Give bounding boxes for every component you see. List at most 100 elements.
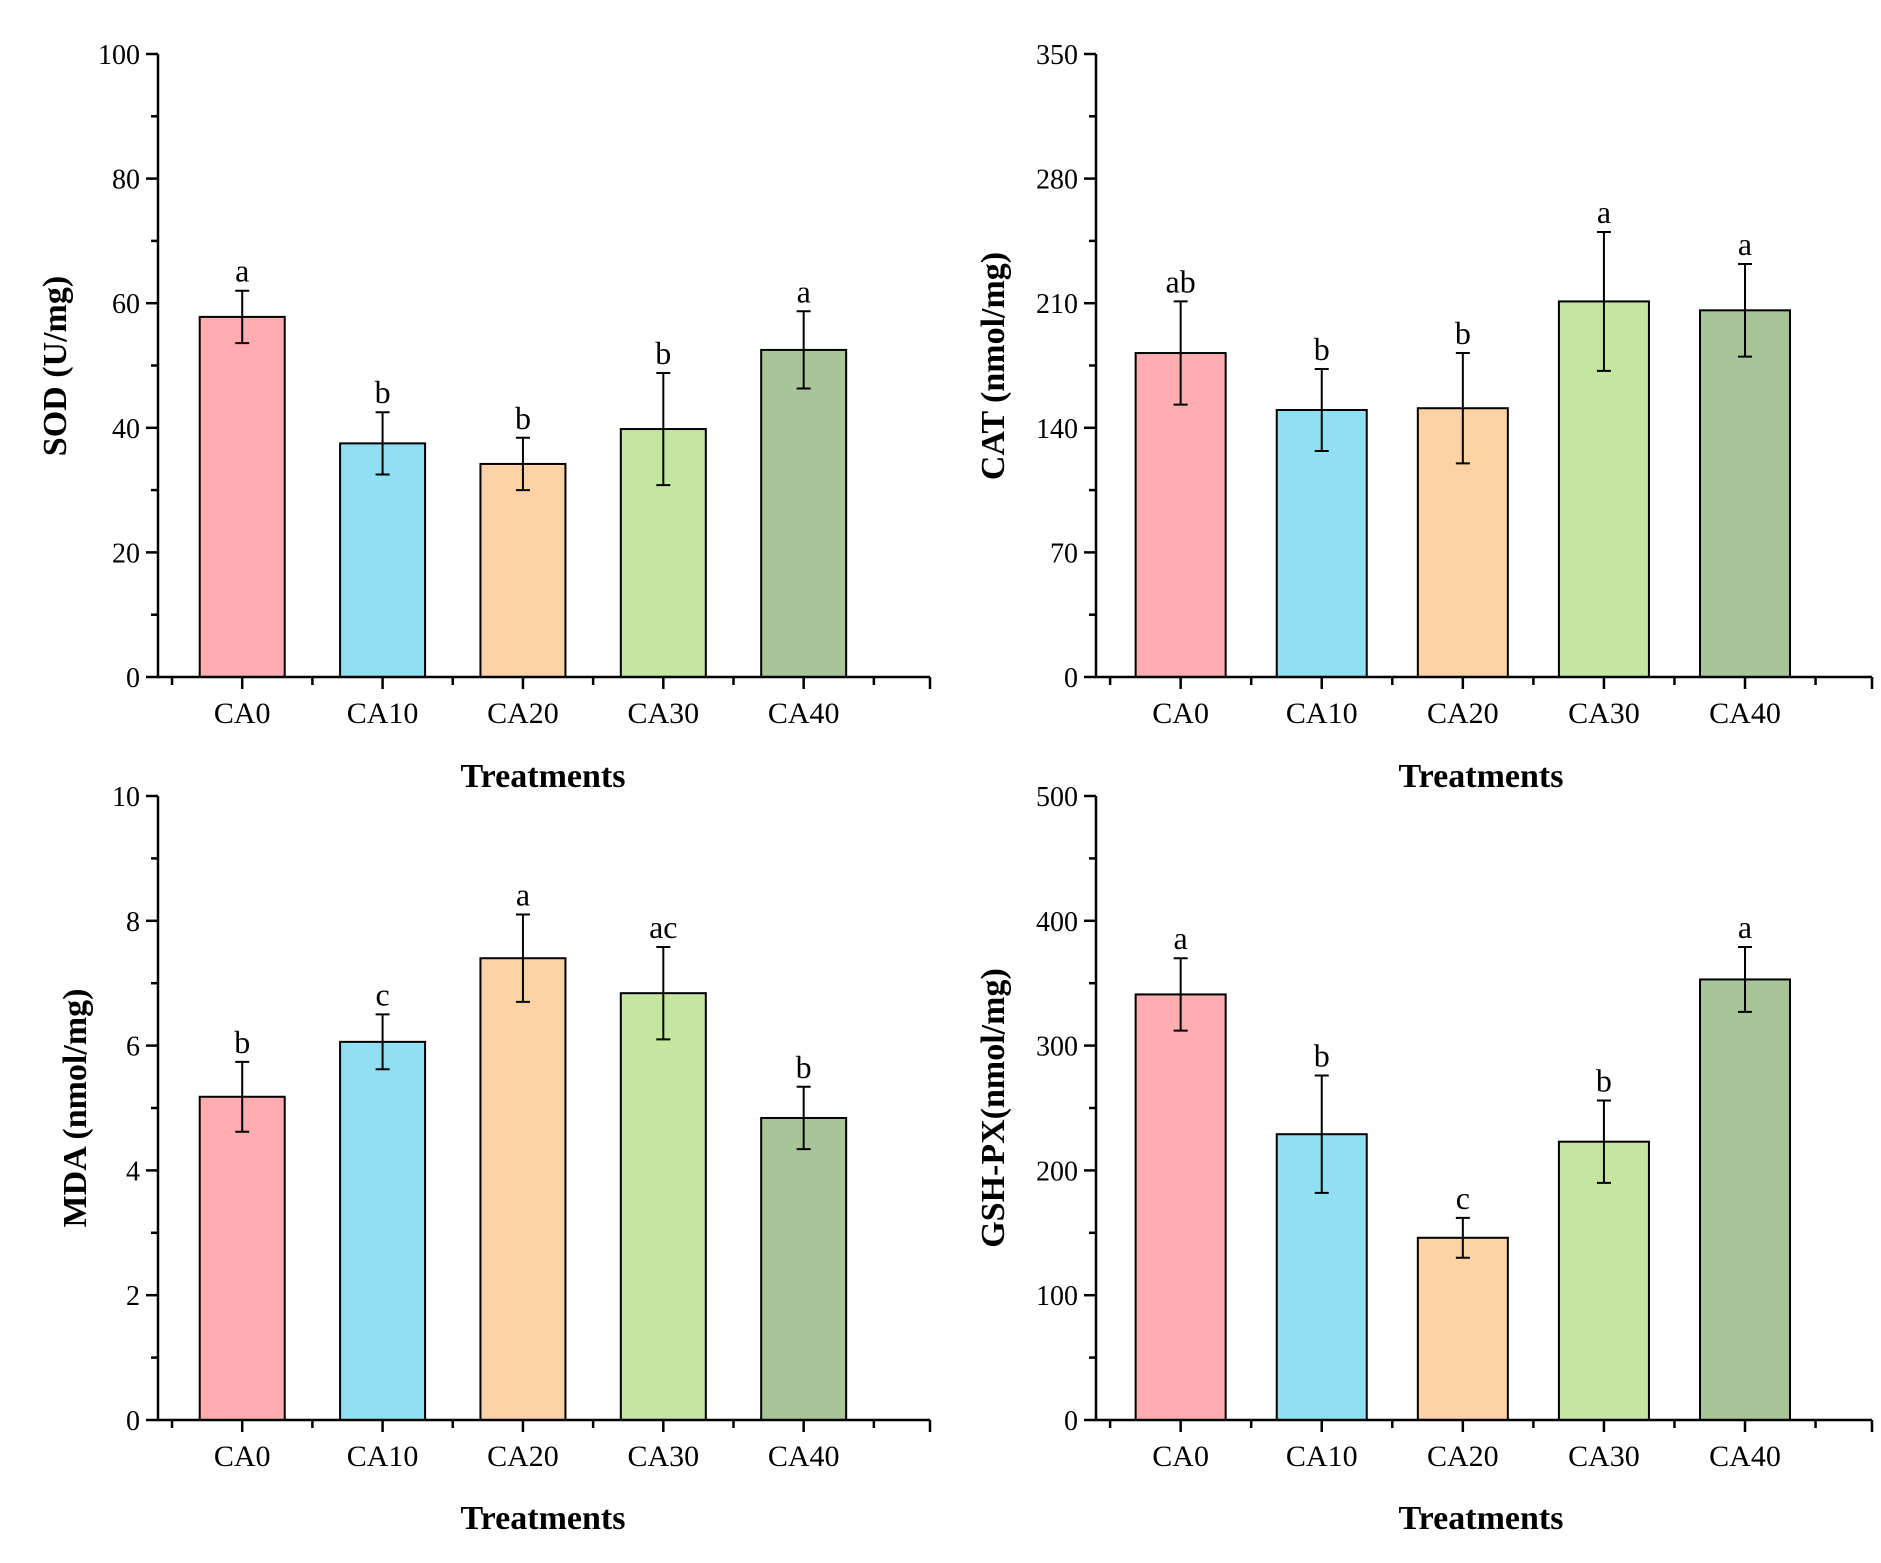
sod-significance-ca0: a xyxy=(235,253,249,289)
gshpx-significance-ca0: a xyxy=(1174,920,1188,956)
sod-error-bar-ca20 xyxy=(515,436,530,492)
gshpx-x-tick-label-ca0: CA0 xyxy=(1152,1440,1209,1473)
mda-error-bar-ca10 xyxy=(375,1013,390,1071)
mda-x-tick-label-ca0: CA0 xyxy=(214,1440,271,1473)
gshpx-error-bar-ca20 xyxy=(1455,1216,1470,1259)
mda-y-tick-label: 10 xyxy=(112,782,140,813)
gsh-px-y-axis-title: GSH-PX(nmol/mg) xyxy=(975,968,1012,1248)
sod-error-bar-ca10 xyxy=(375,411,390,476)
gshpx-y-tick-label: 500 xyxy=(1036,782,1078,813)
gshpx-y-tick-label: 400 xyxy=(1036,907,1078,938)
mda-bar-ca20 xyxy=(479,957,567,1421)
cat-y-axis-title: CAT (nmol/mg) xyxy=(975,252,1012,480)
mda-error-bar-ca40 xyxy=(796,1085,811,1151)
sod-x-tick-label-ca20: CA20 xyxy=(487,697,559,730)
mda-x-tick-label-ca40: CA40 xyxy=(768,1440,840,1473)
gshpx-x-tick-label-ca10: CA10 xyxy=(1286,1440,1358,1473)
cat-y-tick-label: 70 xyxy=(1050,538,1078,569)
mda-significance-ca0: b xyxy=(234,1024,250,1060)
mda-error-bar-ca20 xyxy=(515,913,530,1003)
mda-error-bar-ca30 xyxy=(656,946,671,1041)
gsh-px-x-axis-title: Treatments xyxy=(1399,1500,1564,1537)
sod-y-tick-label: 20 xyxy=(112,538,140,569)
gshpx-x-tick-label-ca20: CA20 xyxy=(1427,1440,1499,1473)
cat-y-tick-label: 350 xyxy=(1036,40,1078,71)
cat-bar-ca10 xyxy=(1275,409,1368,678)
gsh-px-chart: GSH-PX(nmol/mg) Treatments a b c b a 0 100 200 3… xyxy=(975,782,1874,1537)
cat-x-tick-label-ca20: CA20 xyxy=(1427,697,1499,730)
mda-x-tick-label-ca20: CA20 xyxy=(487,1440,559,1473)
cat-error-bar-ca40 xyxy=(1738,263,1753,358)
mda-significance-ca20: a xyxy=(516,877,530,913)
mda-significance-ca10: c xyxy=(375,976,389,1012)
sod-bar-ca40 xyxy=(760,348,848,678)
sod-significance-ca10: b xyxy=(375,374,391,410)
gshpx-error-bar-ca10 xyxy=(1314,1074,1329,1194)
gshpx-significance-ca20: c xyxy=(1456,1180,1470,1216)
cat-x-tick-label-ca10: CA10 xyxy=(1286,697,1358,730)
sod-error-bar-ca40 xyxy=(796,310,811,390)
sod-y-tick-label: 100 xyxy=(98,40,140,71)
sod-y-tick-label: 40 xyxy=(112,414,140,445)
sod-x-tick-label-ca40: CA40 xyxy=(768,697,840,730)
cat-y-tick-label: 210 xyxy=(1036,289,1078,320)
mda-chart: MDA (nmol/mg) Treatments b c a ac b 0 2 4 6 8 10 CA… xyxy=(57,782,932,1537)
sod-significance-ca20: b xyxy=(515,400,531,436)
gshpx-bar-ca40 xyxy=(1699,978,1792,1421)
sod-error-bar-ca0 xyxy=(235,289,250,345)
gshpx-error-bar-ca40 xyxy=(1738,946,1753,1013)
mda-error-bar-ca0 xyxy=(235,1060,250,1133)
cat-x-tick-label-ca40: CA40 xyxy=(1709,697,1781,730)
sod-error-bar-ca30 xyxy=(656,371,671,487)
sod-x-tick-label-ca10: CA10 xyxy=(347,697,419,730)
gshpx-x-tick-label-ca30: CA30 xyxy=(1568,1440,1640,1473)
cat-significance-ca30: a xyxy=(1597,194,1611,230)
sod-bar-ca10 xyxy=(339,442,427,678)
cat-error-bar-ca20 xyxy=(1455,352,1470,465)
gshpx-significance-ca40: a xyxy=(1738,909,1752,945)
cat-bar-ca0 xyxy=(1134,352,1227,678)
mda-y-tick-label: 2 xyxy=(126,1281,140,1312)
cat-x-tick-label-ca0: CA0 xyxy=(1152,697,1209,730)
cat-bar-ca40 xyxy=(1699,309,1792,678)
gshpx-bar-ca20 xyxy=(1416,1236,1509,1421)
cat-significance-ca0: ab xyxy=(1166,263,1196,299)
gshpx-y-tick-label: 0 xyxy=(1064,1406,1078,1437)
mda-y-tick-label: 0 xyxy=(126,1406,140,1437)
sod-x-tick-label-ca0: CA0 xyxy=(214,697,271,730)
cat-significance-ca20: b xyxy=(1455,315,1471,351)
gshpx-y-tick-label: 100 xyxy=(1036,1281,1078,1312)
cat-y-tick-label: 280 xyxy=(1036,165,1078,196)
gshpx-significance-ca30: b xyxy=(1596,1063,1612,1099)
sod-y-tick-label: 60 xyxy=(112,289,140,320)
sod-x-tick-label-ca30: CA30 xyxy=(627,697,699,730)
sod-y-tick-label: 80 xyxy=(112,165,140,196)
sod-significance-ca30: b xyxy=(655,335,671,371)
mda-x-tick-label-ca30: CA30 xyxy=(627,1440,699,1473)
cat-y-tick-label: 0 xyxy=(1064,663,1078,694)
mda-x-axis-title: Treatments xyxy=(461,1500,626,1537)
gshpx-bar-ca30 xyxy=(1557,1140,1650,1422)
sod-x-axis-title: Treatments xyxy=(461,758,626,795)
cat-error-bar-ca30 xyxy=(1596,231,1611,372)
mda-significance-ca30: ac xyxy=(649,909,677,945)
sod-bar-ca20 xyxy=(479,462,567,678)
gshpx-x-tick-label-ca40: CA40 xyxy=(1709,1440,1781,1473)
cat-x-tick-label-ca30: CA30 xyxy=(1568,697,1640,730)
sod-bar-ca0 xyxy=(198,315,286,678)
cat-chart: CAT (nmol/mg) Treatments ab b b a a 0 70 140 210… xyxy=(975,40,1874,795)
cat-y-tick-label: 140 xyxy=(1036,414,1078,445)
gshpx-bar-ca0 xyxy=(1134,993,1227,1421)
sod-y-axis-title: SOD (U/mg) xyxy=(37,276,74,456)
cat-error-bar-ca10 xyxy=(1314,368,1329,452)
gshpx-significance-ca10: b xyxy=(1314,1038,1330,1074)
cat-error-bar-ca0 xyxy=(1173,300,1188,406)
cat-x-axis-title: Treatments xyxy=(1399,758,1564,795)
gshpx-error-bar-ca30 xyxy=(1596,1099,1611,1184)
mda-significance-ca40: b xyxy=(796,1049,812,1085)
mda-y-axis-title: MDA (nmol/mg) xyxy=(57,989,94,1228)
mda-bar-ca0 xyxy=(198,1095,286,1421)
mda-y-tick-label: 8 xyxy=(126,907,140,938)
sod-significance-ca40: a xyxy=(797,273,811,309)
